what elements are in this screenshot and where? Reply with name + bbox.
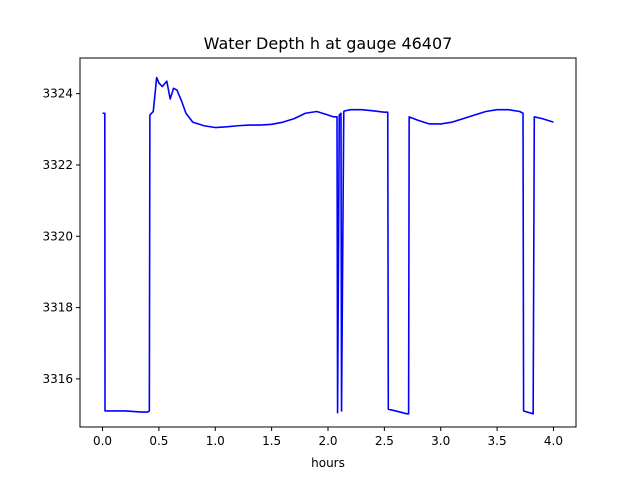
x-tick-label: 3.0 (431, 434, 450, 448)
axes-frame (79, 57, 577, 428)
x-tick-label: 3.5 (488, 434, 507, 448)
x-tick-label: 1.5 (262, 434, 281, 448)
x-tick-label: 1.0 (206, 434, 225, 448)
chart-title: Water Depth h at gauge 46407 (204, 34, 453, 53)
x-tick-label: 0.5 (149, 434, 168, 448)
x-tick-label: 2.5 (375, 434, 394, 448)
plot-area (102, 76, 554, 415)
y-tick-label: 3316 (42, 372, 73, 386)
series-line-0 (102, 76, 554, 415)
x-axis-label: hours (311, 456, 345, 470)
x-tick-label: 0.0 (93, 434, 112, 448)
x-tick-label: 4.0 (544, 434, 563, 448)
y-tick-label: 3322 (42, 158, 73, 172)
y-axis-ticks: 3316 3318 3320 3322 3324 (42, 87, 80, 386)
y-tick-label: 3324 (42, 87, 73, 101)
x-axis-ticks: 0.0 0.5 1.0 1.5 2.0 2.5 3.0 3.5 4.0 (93, 427, 563, 448)
y-tick-label: 3320 (42, 229, 73, 243)
y-tick-label: 3318 (42, 301, 73, 315)
x-tick-label: 2.0 (318, 434, 337, 448)
